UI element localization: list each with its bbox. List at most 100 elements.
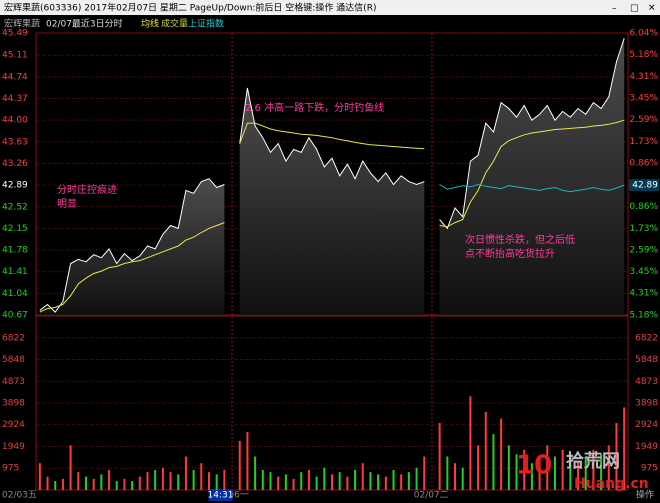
y-tick-label: 42.52 <box>2 202 28 212</box>
volume-bar <box>46 476 49 490</box>
volume-bar <box>100 474 103 490</box>
volume-bar <box>477 445 480 490</box>
volume-bar <box>592 449 595 490</box>
index-last-box <box>629 179 659 192</box>
y2-tick-label: 3.45% <box>629 94 658 104</box>
annotation: 明显 <box>57 198 77 210</box>
volume-bar <box>607 445 610 490</box>
y-tick-label: 40.67 <box>2 311 28 321</box>
volume-bar <box>315 476 318 490</box>
volume-bar <box>500 418 503 490</box>
volume-bar <box>577 460 580 490</box>
annotation: 2.6 冲高一路下跌，分时钓鱼线 <box>245 101 384 114</box>
watermark-name: 拾荒网 <box>566 450 620 472</box>
y2-tick-label: 1.73% <box>629 137 658 147</box>
watermark-num: 10 <box>516 451 552 481</box>
volume-tick-label: 975 <box>2 464 19 474</box>
volume-bar <box>584 456 587 490</box>
volume-tick-label: 1949 <box>2 442 25 452</box>
volume-bar <box>200 463 203 490</box>
volume-bar <box>615 423 618 490</box>
maximize[interactable]: □ <box>630 4 639 14</box>
title-bar <box>0 0 660 15</box>
volume-bar <box>354 469 357 490</box>
avg-legend: 均线 <box>141 18 159 30</box>
volume-bar <box>238 440 241 490</box>
stock-name: 宏辉果蔬 <box>4 18 40 30</box>
volume-bar <box>331 474 333 490</box>
y-tick-label: 41.78 <box>2 246 28 256</box>
volume-tick-label: 6822 <box>2 333 25 343</box>
y-tick-label: 45.11 <box>2 51 28 61</box>
volume-tick-label-right: 6822 <box>635 333 658 343</box>
volume-bar <box>323 467 326 490</box>
volume-bar <box>438 423 441 490</box>
volume-bar <box>177 474 180 490</box>
volume-tick-label-right: 975 <box>641 464 658 474</box>
y-tick-label: 42.15 <box>2 224 28 234</box>
volume-bar <box>223 469 226 490</box>
y2-tick-label: 4.31% <box>629 72 658 82</box>
volume-bar <box>138 476 141 490</box>
volume-bar <box>600 454 603 490</box>
volume-bar <box>454 463 457 490</box>
avg-line <box>439 119 625 228</box>
volume-bar <box>446 456 449 490</box>
day-label: 02/03五 <box>2 491 37 501</box>
volume-bar <box>384 476 387 490</box>
volume-bar <box>161 467 164 490</box>
index-line <box>439 183 625 193</box>
volume-bar <box>338 472 341 490</box>
volume-bar <box>400 474 403 490</box>
action: 操作 <box>636 489 654 501</box>
volume-bar <box>423 456 426 490</box>
volume-bar <box>284 474 287 490</box>
volume-bar <box>461 467 464 490</box>
volume-bar <box>392 469 395 490</box>
y-tick-label: 42.89 <box>2 181 28 191</box>
volume-bar <box>154 469 157 490</box>
price-line <box>439 38 625 230</box>
price-line <box>39 178 225 313</box>
y2-tick-label: 2.59% <box>629 115 658 125</box>
volume-bar <box>169 472 172 490</box>
volume-bar <box>623 407 626 490</box>
volume-bar <box>54 481 57 490</box>
y2-tick-label: 0.86% <box>629 202 658 212</box>
volume-tick-label: 5848 <box>2 355 25 365</box>
y-tick-label: 44.00 <box>2 116 28 126</box>
volume-tick-label-right: 3898 <box>635 399 658 409</box>
minimize[interactable]: – <box>612 4 617 14</box>
volume-bar <box>115 481 118 490</box>
volume-tick-label-right: 1949 <box>635 442 658 452</box>
volume-bar <box>346 476 349 490</box>
watermark-site: Huang.cn <box>574 476 649 492</box>
cursor-time: 14:31 <box>208 491 234 501</box>
volume-legend: 成交量 <box>161 18 188 30</box>
volume-bar <box>515 454 518 490</box>
volume-tick-label: 2924 <box>2 420 25 430</box>
volume-bar <box>84 476 87 490</box>
volume-bar <box>246 431 249 490</box>
volume-bar <box>361 463 364 490</box>
y2-tick-label: 5.18% <box>629 50 658 60</box>
volume-bar <box>192 469 195 490</box>
volume-bar <box>546 445 549 490</box>
close[interactable]: ✕ <box>648 4 656 14</box>
avg-line <box>39 222 225 313</box>
annotation: 点不断抬高吃货拉升 <box>465 247 555 260</box>
volume-bar <box>561 449 564 490</box>
volume-bar <box>484 411 487 490</box>
index-last: 42.89 <box>632 181 658 191</box>
y2-tick-label: 5.18% <box>629 311 658 321</box>
volume-bar <box>407 472 410 490</box>
y-tick-label: 41.04 <box>2 289 28 299</box>
volume-bar <box>415 467 418 490</box>
y2-tick-label: 2.59% <box>629 245 658 255</box>
volume-bar <box>307 469 310 490</box>
volume-bar <box>523 449 526 490</box>
volume-bar <box>61 478 64 490</box>
volume-bar <box>184 456 187 490</box>
y2-tick-label: 3.45% <box>629 267 658 277</box>
